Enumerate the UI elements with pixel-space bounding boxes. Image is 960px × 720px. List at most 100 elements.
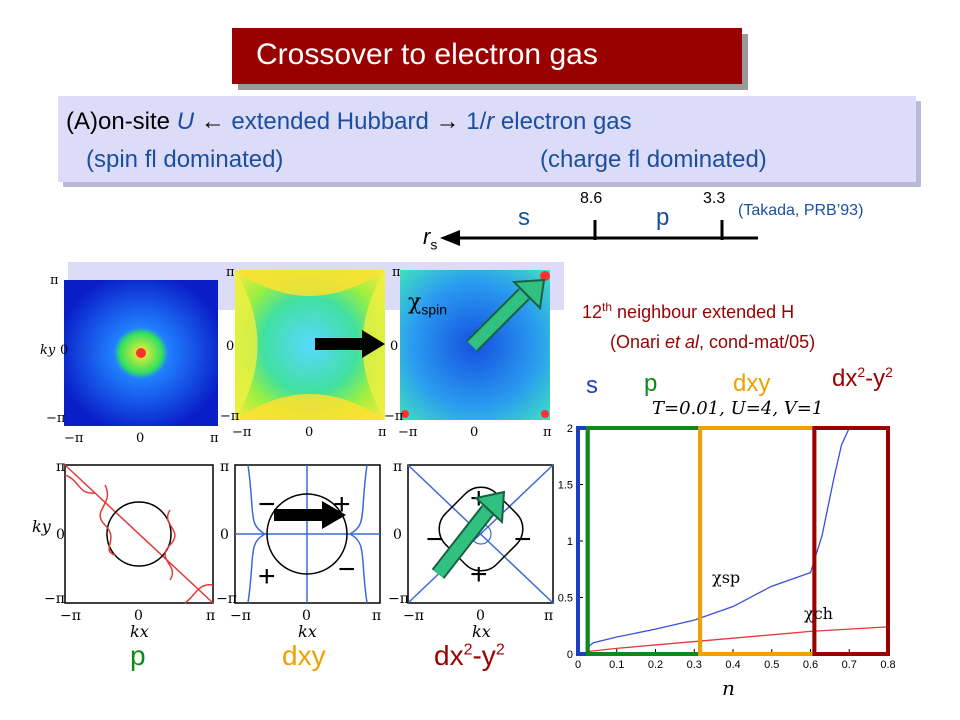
chart-label-chi-ch: χch bbox=[804, 604, 833, 623]
subtitle-extended: extended Hubbard bbox=[224, 108, 436, 135]
subtitle-line-1: (A)on-site U ← extended Hubbard → 1/r el… bbox=[66, 108, 632, 136]
svg-text:0: 0 bbox=[60, 343, 68, 358]
svg-text:0: 0 bbox=[302, 608, 311, 624]
svg-text:π: π bbox=[56, 459, 65, 475]
y-tick-label: 2 bbox=[567, 423, 573, 435]
rs-tick-label-8-6: 8.6 bbox=[580, 190, 603, 207]
region-dx2y2 bbox=[812, 426, 890, 656]
x-tick-label: 0.4 bbox=[725, 659, 740, 671]
rs-label-r: r bbox=[423, 224, 431, 249]
green-arrow-2-head-icon bbox=[473, 490, 506, 525]
svg-text:π: π bbox=[378, 425, 387, 440]
svg-text:−π: −π bbox=[388, 591, 409, 607]
svg-text:π: π bbox=[392, 265, 401, 280]
svg-text:0: 0 bbox=[470, 425, 478, 440]
subtitle-charge-dominated: (charge fl dominated) bbox=[540, 146, 767, 173]
svg-text:0: 0 bbox=[134, 608, 143, 624]
sign-minus-dxy-1: − bbox=[258, 488, 276, 521]
svg-text:π: π bbox=[393, 459, 402, 475]
svg-text:π: π bbox=[210, 431, 219, 446]
chart-label-chi-sp: χsp bbox=[712, 568, 741, 587]
rs-phase-p: p bbox=[656, 204, 670, 231]
chi-symbol: χ bbox=[408, 290, 422, 315]
label-p-top: p bbox=[644, 370, 658, 397]
rs-arrow-head-icon bbox=[440, 230, 460, 246]
title-banner bbox=[232, 28, 742, 84]
black-arrow-1-head-icon bbox=[362, 330, 385, 358]
series-line-1 bbox=[585, 626, 889, 653]
svg-text:−π: −π bbox=[64, 431, 84, 446]
svg-text:π: π bbox=[226, 265, 235, 280]
svg-text:ky: ky bbox=[40, 343, 56, 358]
heatmap-row: π ky 0 −π −π 0 π π 0 −π −π 0 π π 0 −π −π… bbox=[40, 265, 552, 446]
svg-text:0: 0 bbox=[226, 339, 234, 354]
y-tick-label: 1.5 bbox=[558, 480, 573, 492]
x-tick-label: 0.7 bbox=[842, 659, 857, 671]
green-arrow-1-head-icon bbox=[511, 278, 546, 311]
x-tick-label: 0.6 bbox=[803, 659, 818, 671]
arrow-left-icon: ← bbox=[200, 108, 225, 135]
black-arrow-2 bbox=[274, 501, 346, 529]
chart-xlabel: n bbox=[722, 676, 735, 700]
svg-text:π: π bbox=[206, 608, 215, 624]
label-dxy-top: dxy bbox=[733, 370, 771, 397]
x-tick-label: 0.3 bbox=[687, 659, 702, 671]
svg-text:−π: −π bbox=[60, 608, 81, 624]
subtitle-electron-gas: electron gas bbox=[494, 108, 632, 135]
svg-text:0: 0 bbox=[390, 339, 398, 354]
svg-text:0: 0 bbox=[476, 608, 485, 624]
sign-plus-dxy-2: + bbox=[258, 560, 276, 593]
extended-note-line1: 12th neighbour extended H bbox=[582, 300, 795, 322]
x-tick-label: 0.5 bbox=[764, 659, 779, 671]
rs-label-s: s bbox=[430, 236, 438, 253]
label-p-bottom: p bbox=[130, 640, 146, 671]
gap-panels: π 0 ky −π −π 0 π kx π 0 −π −π 0 π kx π 0… bbox=[32, 459, 554, 641]
rs-label: rs bbox=[423, 224, 437, 252]
svg-text:kx: kx bbox=[472, 622, 491, 641]
svg-text:−π: −π bbox=[398, 425, 418, 440]
arrow-right-icon: → bbox=[435, 108, 460, 135]
svg-text:π: π bbox=[50, 273, 59, 288]
svg-text:−π: −π bbox=[384, 409, 404, 424]
svg-text:0: 0 bbox=[220, 527, 229, 543]
x-tick-label: 0.2 bbox=[648, 659, 663, 671]
green-arrow-2 bbox=[431, 490, 506, 579]
svg-text:−π: −π bbox=[232, 425, 252, 440]
region-dxy bbox=[698, 426, 817, 656]
x-tick-label: 0 bbox=[575, 659, 581, 671]
svg-text:−π: −π bbox=[44, 591, 65, 607]
sign-plus-d-bottom: + bbox=[470, 558, 488, 591]
chart-title: T=0.01, U=4, V=1 bbox=[652, 398, 824, 419]
svg-text:π: π bbox=[220, 459, 229, 475]
rs-tick-label-3-3: 3.3 bbox=[703, 190, 726, 207]
svg-text:−π: −π bbox=[403, 608, 424, 624]
region-p bbox=[585, 426, 703, 656]
subtitle-box bbox=[58, 96, 916, 182]
label-dx2y2-top: dx2-y2 bbox=[832, 364, 893, 392]
subtitle-U: U bbox=[176, 108, 195, 135]
svg-text:ky: ky bbox=[32, 517, 52, 536]
svg-text:0: 0 bbox=[393, 527, 402, 543]
heatmap-1-peak bbox=[136, 348, 146, 358]
x-tick-label: 0.1 bbox=[609, 659, 624, 671]
label-s-top: s bbox=[586, 372, 598, 399]
svg-text:−π: −π bbox=[220, 409, 240, 424]
susceptibility-chart: 0 0.1 0.2 0.3 0.4 0.5 0.6 0.7 0.8 0 0.5 1 1.5 2 bbox=[558, 423, 896, 671]
svg-text:−π: −π bbox=[46, 411, 66, 426]
rs-phase-s: s bbox=[518, 204, 530, 231]
takada-reference: (Takada, PRB’93) bbox=[738, 202, 864, 219]
svg-text:−π: −π bbox=[230, 608, 251, 624]
svg-text:π: π bbox=[372, 608, 381, 624]
svg-text:π: π bbox=[543, 425, 552, 440]
gap-panel-dx2y2 bbox=[407, 464, 554, 604]
gap-panel-p bbox=[64, 464, 214, 604]
svg-text:0: 0 bbox=[136, 431, 144, 446]
chi-spin-label: χspin bbox=[408, 290, 447, 317]
subtitle-r: r bbox=[486, 108, 495, 135]
y-tick-label: 0.5 bbox=[558, 593, 573, 605]
label-dxy-bottom: dxy bbox=[282, 640, 326, 671]
chart-frame bbox=[577, 427, 889, 655]
green-arrow-1 bbox=[466, 278, 546, 352]
extended-note-line2: (Onari et al, cond-mat/05) bbox=[610, 332, 816, 352]
slide-title: Crossover to electron gas bbox=[256, 38, 598, 71]
